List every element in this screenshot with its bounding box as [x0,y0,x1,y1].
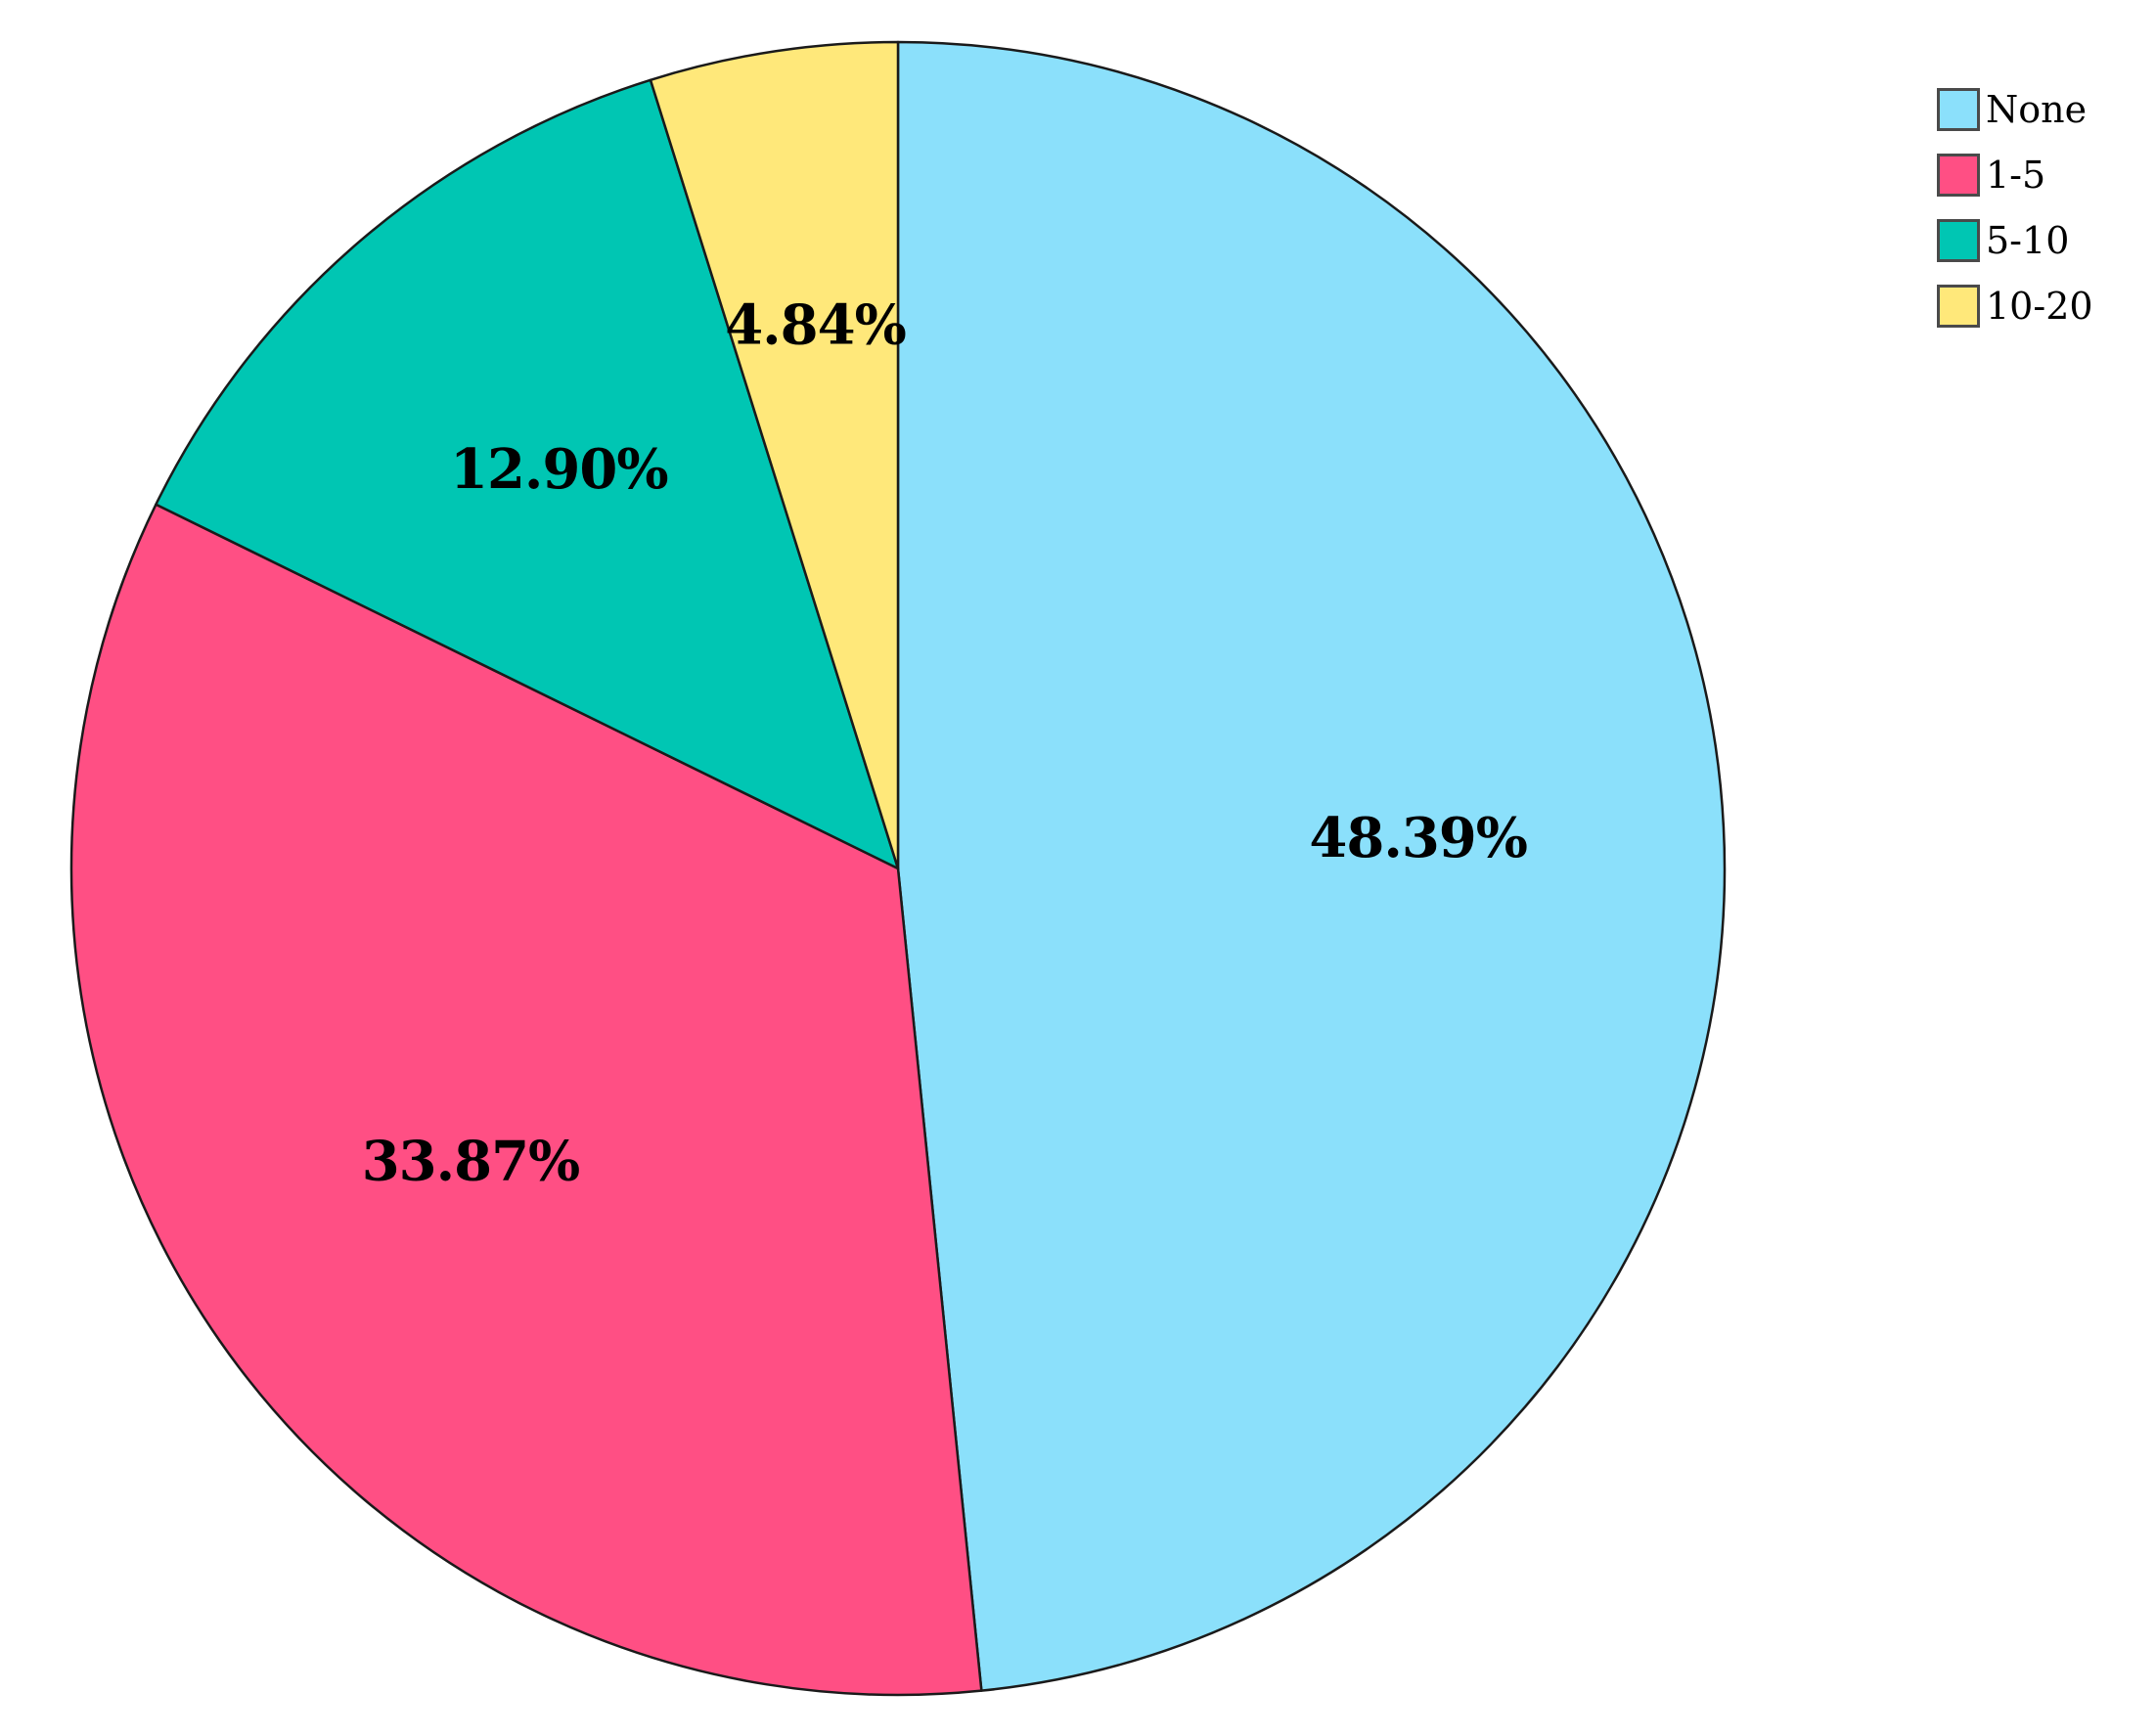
pie-label-1-5: 33.87% [362,1130,580,1194]
legend-item-1-5: 1-5 [1937,142,2142,207]
pie-slice-5-10 [155,78,900,870]
legend: None 1-5 5-10 10-20 [1937,76,2142,338]
pie-slices [69,40,1727,1697]
legend-item-10-20: 10-20 [1937,273,2142,338]
legend-label-none: None [1986,87,2088,131]
legend-label-5-10: 5-10 [1986,218,2070,262]
legend-swatch-none [1937,87,1980,131]
legend-label-1-5: 1-5 [1986,153,2046,197]
legend-item-5-10: 5-10 [1937,207,2142,273]
pie-slice-1-5 [69,503,983,1697]
pie-slice-none [896,40,1727,1692]
legend-swatch-1-5 [1937,153,1980,197]
pie-label-none: 48.39% [1309,806,1527,870]
pie-label-10-20: 4.84% [725,292,906,357]
pie-slice-labels: 48.39% 33.87% 12.90% 4.84% [362,292,1528,1194]
pie-slice-10-20 [649,40,900,870]
legend-label-10-20: 10-20 [1986,284,2093,328]
legend-swatch-10-20 [1937,284,1980,328]
pie-label-5-10: 12.90% [450,437,668,502]
legend-item-none: None [1937,76,2142,142]
legend-swatch-5-10 [1937,218,1980,262]
